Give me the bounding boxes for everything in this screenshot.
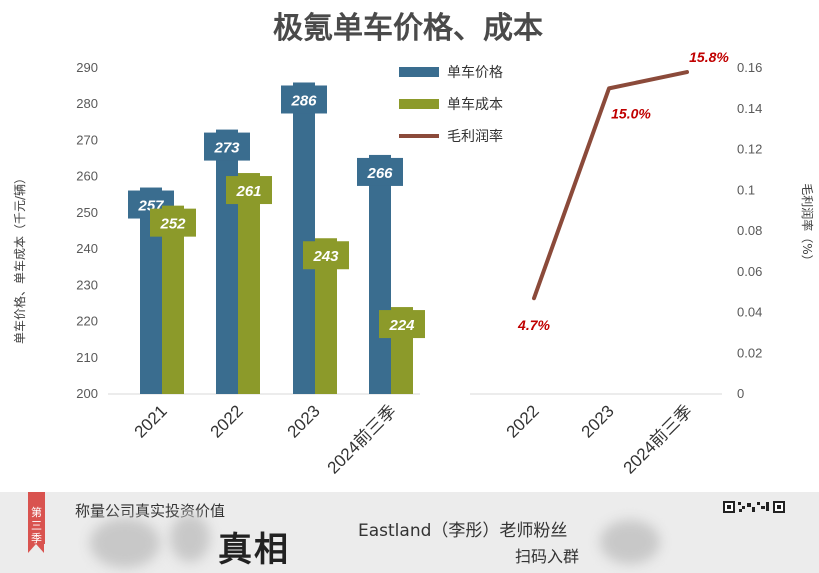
season-tab: 第三季 — [28, 492, 45, 553]
footer-top-text: 称量公司真实投资价值 — [75, 502, 226, 520]
legend-label: 毛利润率 — [447, 128, 503, 145]
category-label: 2021 — [131, 401, 171, 441]
right-tick-label: 0.08 — [737, 223, 762, 238]
line-point — [607, 86, 611, 90]
legend-swatch — [399, 67, 439, 77]
data-label-box — [379, 310, 425, 339]
chart: 极氪单车价格、成本 200 210 220 230 240 250 260 270 280 290… — [12, 11, 815, 478]
line-data-label: 15.0% — [611, 105, 651, 121]
right-axis: 0 0.02 0.04 0.06 0.08 0.1 0.12 0.14 0.16 — [470, 60, 762, 401]
data-label: 261 — [235, 183, 261, 200]
left-tick-label: 200 — [76, 386, 98, 401]
right-tick-label: 0.02 — [737, 345, 762, 360]
data-label-box — [303, 241, 349, 270]
category-label: 2022 — [207, 401, 247, 441]
category-label: 2022 — [503, 401, 543, 441]
legend-swatch — [399, 99, 439, 109]
right-tick-label: 0 — [737, 386, 744, 401]
left-tick-label: 230 — [76, 277, 98, 292]
data-label: 286 — [290, 92, 317, 109]
category-labels: 2021 2022 2023 2024前三季 2022 2023 2024前三季 — [131, 401, 696, 477]
data-label: 243 — [312, 248, 339, 265]
footer-big-text: 真相 — [218, 530, 290, 570]
left-axis-title: 单车价格、单车成本（千元/辆） — [12, 172, 27, 344]
line-data-label: 15.8% — [689, 49, 729, 65]
category-label: 2023 — [578, 401, 618, 441]
right-tick-label: 0.12 — [737, 142, 762, 157]
line-point — [685, 70, 689, 74]
left-tick-label: 240 — [76, 241, 98, 256]
right-tick-label: 0.06 — [737, 264, 762, 279]
bar-cost — [162, 205, 184, 394]
data-label-box — [204, 132, 250, 161]
blurred-area — [170, 514, 210, 562]
footer-sub-text: 扫码入群 — [515, 547, 580, 566]
left-axis: 200 210 220 230 240 250 260 270 280 290 — [76, 60, 420, 401]
line-point — [532, 296, 536, 300]
left-tick-label: 260 — [76, 169, 98, 184]
chart-title: 极氪单车价格、成本 — [273, 11, 543, 46]
data-label: 273 — [213, 140, 240, 157]
left-tick-label: 280 — [76, 96, 98, 111]
right-axis-title: 毛利润率（%） — [800, 183, 815, 266]
right-tick-label: 0.14 — [737, 101, 762, 116]
left-tick-label: 210 — [76, 350, 98, 365]
bar-price — [293, 82, 315, 394]
footer-mid-text: Eastland（李彤）老师粉丝 — [358, 521, 568, 541]
footer-banner: 第三季 称量公司真实投资价值 真相 Eastland（李彤）老师粉丝 扫码入群 — [0, 492, 819, 573]
category-label: 2024前三季 — [324, 401, 400, 477]
right-tick-label: 0.1 — [737, 182, 755, 197]
left-tick-label: 270 — [76, 132, 98, 147]
data-label-box — [357, 157, 403, 186]
data-label: 266 — [366, 165, 393, 182]
bar-price — [140, 187, 162, 394]
category-label: 2024前三季 — [620, 401, 696, 477]
line-data-label: 4.7% — [517, 317, 550, 333]
left-tick-label: 220 — [76, 314, 98, 329]
legend-label: 单车成本 — [447, 96, 503, 113]
legend-label: 单车价格 — [447, 64, 503, 81]
blurred-area — [90, 518, 160, 568]
right-tick-label: 0.16 — [737, 60, 762, 75]
bar-cost — [315, 238, 337, 394]
right-tick-label: 0.04 — [737, 305, 762, 320]
data-label: 252 — [159, 216, 186, 233]
blurred-area — [600, 520, 660, 564]
data-label-box — [226, 176, 272, 205]
category-label: 2023 — [284, 401, 324, 441]
line-series: 4.7% 15.0% 15.8% — [517, 49, 729, 333]
bar-price — [369, 154, 391, 394]
left-tick-label: 290 — [76, 60, 98, 75]
bar-price — [216, 129, 238, 395]
data-label-box — [150, 208, 196, 237]
data-label: 224 — [388, 317, 415, 334]
bar-cost — [238, 173, 260, 394]
data-label-box — [281, 85, 327, 114]
qr-icon — [723, 501, 785, 513]
left-tick-label: 250 — [76, 205, 98, 220]
